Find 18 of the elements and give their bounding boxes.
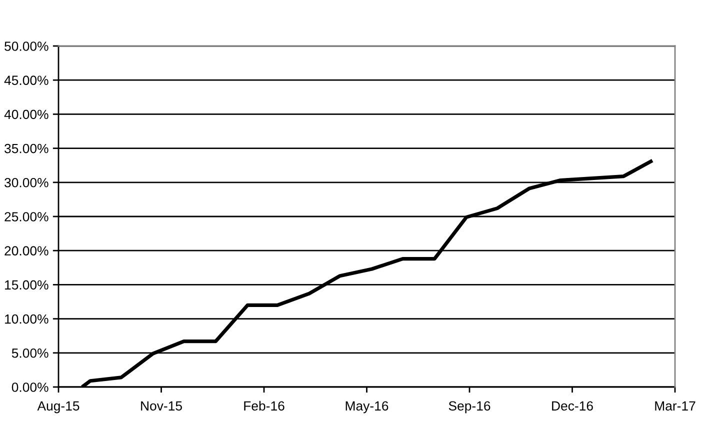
y-tick-label: 5.00%	[12, 348, 48, 358]
y-tick-label: 10.00%	[5, 314, 48, 324]
x-tick-label: Aug-15	[37, 401, 80, 414]
y-tick-label: 35.00%	[4, 144, 48, 154]
x-tick-label: Feb-16	[244, 400, 284, 411]
x-tick-label: Nov-15	[141, 401, 182, 411]
x-tick-label: May-16	[346, 401, 388, 414]
y-tick-label: 45.00%	[4, 76, 48, 86]
y-tick-label: 40.00%	[4, 110, 48, 120]
y-tick-label: 0.00%	[12, 382, 48, 392]
y-tick-label: 50.00%	[4, 42, 48, 51]
y-tick-label: 25.00%	[4, 212, 48, 222]
y-tick-label: 20.00%	[4, 246, 48, 256]
y-tick-label: 30.00%	[4, 178, 48, 188]
x-tick-label: Sep-16	[448, 401, 490, 414]
x-tick-label: Dec-16	[552, 401, 593, 411]
x-tick-label: Mar-17	[655, 401, 696, 411]
y-tick-label: 15.00%	[5, 280, 48, 290]
